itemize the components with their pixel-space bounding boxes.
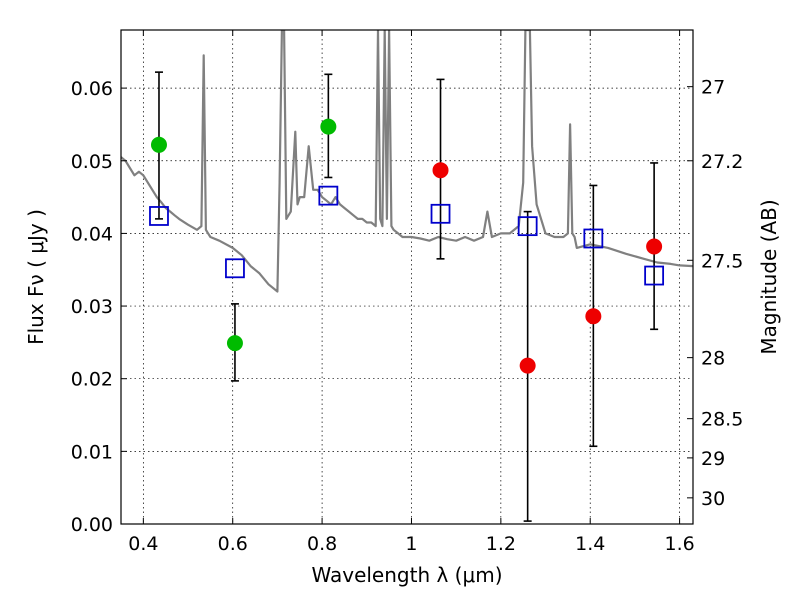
y-axis-label: Flux Fν ( μJy ) <box>24 209 48 345</box>
y2-tick-label: 28 <box>701 348 725 370</box>
model-square-point <box>583 228 604 249</box>
y-tick-label: 0.04 <box>71 223 113 245</box>
data-point <box>226 335 243 352</box>
plot-frame <box>120 29 694 525</box>
y-tick-label: 0.01 <box>71 441 113 463</box>
y-tick-label: 0.05 <box>71 151 113 173</box>
grid <box>121 30 693 525</box>
model-spectrum-line <box>121 30 693 293</box>
model-square-point <box>318 185 339 206</box>
y2-tick-label: 29 <box>701 448 725 470</box>
y-tick-label: 0.06 <box>71 78 113 100</box>
x-tick-label: 0.6 <box>218 533 248 555</box>
y2-tick-label: 27 <box>701 77 725 99</box>
data-point <box>519 357 536 374</box>
model-square-point <box>517 216 538 237</box>
data-point <box>646 238 663 255</box>
x-axis: 0.4 0.6 0.8 1 1.2 1.4 1.6 <box>128 30 695 555</box>
data-point <box>585 308 602 325</box>
plot-area <box>121 30 693 522</box>
model-square-point <box>225 258 245 279</box>
x-axis-label: Wavelength λ (μm) <box>311 563 502 587</box>
x-tick-label: 1 <box>405 533 417 555</box>
y-axis: 0.00 0.01 0.02 0.03 0.04 0.05 0.06 <box>71 78 127 536</box>
y2-tick-label: 30 <box>701 488 725 510</box>
x-tick-label: 0.8 <box>307 533 337 555</box>
model-square-point <box>430 203 451 224</box>
y-tick-label: 0.03 <box>71 296 113 318</box>
data-point <box>150 136 167 153</box>
y2-tick-label: 27.2 <box>701 151 743 173</box>
y2-axis-label: Magnitude (AB) <box>757 199 781 354</box>
y2-tick-label: 28.5 <box>701 409 743 431</box>
y2-axis: 27 27.2 27.5 28 28.5 29 30 <box>687 77 743 510</box>
y2-tick-label: 27.5 <box>701 250 743 272</box>
y-tick-label: 0.00 <box>71 514 113 536</box>
data-point <box>320 118 337 135</box>
x-tick-label: 1.6 <box>664 533 694 555</box>
x-tick-label: 1.4 <box>575 533 605 555</box>
data-point <box>432 162 449 179</box>
model-square-point <box>644 265 665 286</box>
x-tick-label: 1.2 <box>486 533 516 555</box>
y-tick-label: 0.02 <box>71 369 113 391</box>
model-square-point <box>149 206 169 226</box>
x-tick-label: 0.4 <box>128 533 158 555</box>
